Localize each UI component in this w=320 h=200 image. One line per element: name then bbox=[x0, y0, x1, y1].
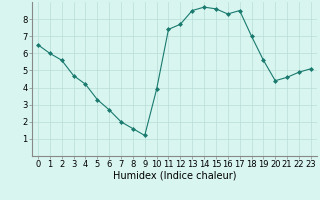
X-axis label: Humidex (Indice chaleur): Humidex (Indice chaleur) bbox=[113, 171, 236, 181]
